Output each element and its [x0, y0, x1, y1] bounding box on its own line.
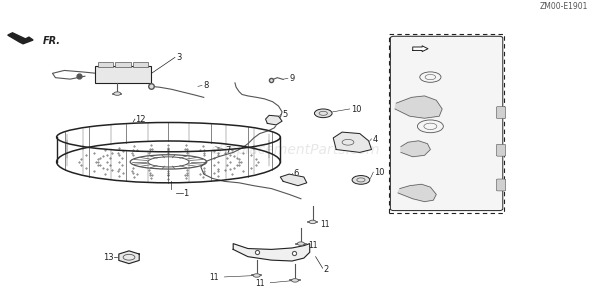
Text: 2: 2 [323, 265, 329, 274]
Text: 8: 8 [203, 81, 208, 90]
Text: 9: 9 [289, 74, 294, 83]
FancyBboxPatch shape [391, 36, 503, 211]
Polygon shape [413, 46, 428, 52]
FancyBboxPatch shape [496, 106, 506, 119]
Text: 10: 10 [375, 168, 385, 177]
Circle shape [114, 92, 121, 95]
Polygon shape [266, 115, 282, 125]
Text: 7: 7 [225, 145, 231, 155]
Polygon shape [119, 251, 139, 264]
Text: 11: 11 [209, 273, 219, 282]
Circle shape [314, 109, 332, 118]
Circle shape [253, 274, 260, 277]
Circle shape [291, 279, 299, 282]
Text: ZM00-E1901: ZM00-E1901 [540, 2, 588, 11]
Text: 12: 12 [135, 115, 145, 124]
Text: 11: 11 [320, 220, 329, 229]
Polygon shape [280, 174, 307, 186]
FancyBboxPatch shape [133, 62, 149, 67]
Text: 11: 11 [308, 241, 317, 250]
Text: 10: 10 [351, 105, 362, 114]
Text: 13: 13 [103, 253, 114, 262]
Circle shape [352, 176, 370, 184]
Polygon shape [401, 141, 430, 157]
Polygon shape [333, 132, 372, 153]
Text: 11: 11 [255, 279, 265, 288]
Polygon shape [398, 184, 436, 201]
Polygon shape [395, 96, 442, 118]
Circle shape [309, 220, 316, 224]
Text: FR.: FR. [43, 36, 61, 46]
Text: 1: 1 [183, 189, 188, 198]
Text: 3: 3 [176, 53, 182, 62]
Polygon shape [233, 244, 310, 261]
FancyBboxPatch shape [98, 62, 113, 67]
Text: eReplacementParts.com: eReplacementParts.com [210, 142, 380, 157]
Circle shape [297, 242, 304, 245]
FancyBboxPatch shape [496, 144, 506, 156]
Text: E-22: E-22 [389, 52, 415, 62]
FancyBboxPatch shape [496, 179, 506, 191]
Text: 6: 6 [293, 169, 299, 178]
FancyBboxPatch shape [116, 62, 131, 67]
Text: 4: 4 [373, 135, 378, 144]
Text: 5: 5 [282, 110, 287, 119]
FancyBboxPatch shape [96, 66, 151, 83]
Polygon shape [8, 33, 33, 44]
